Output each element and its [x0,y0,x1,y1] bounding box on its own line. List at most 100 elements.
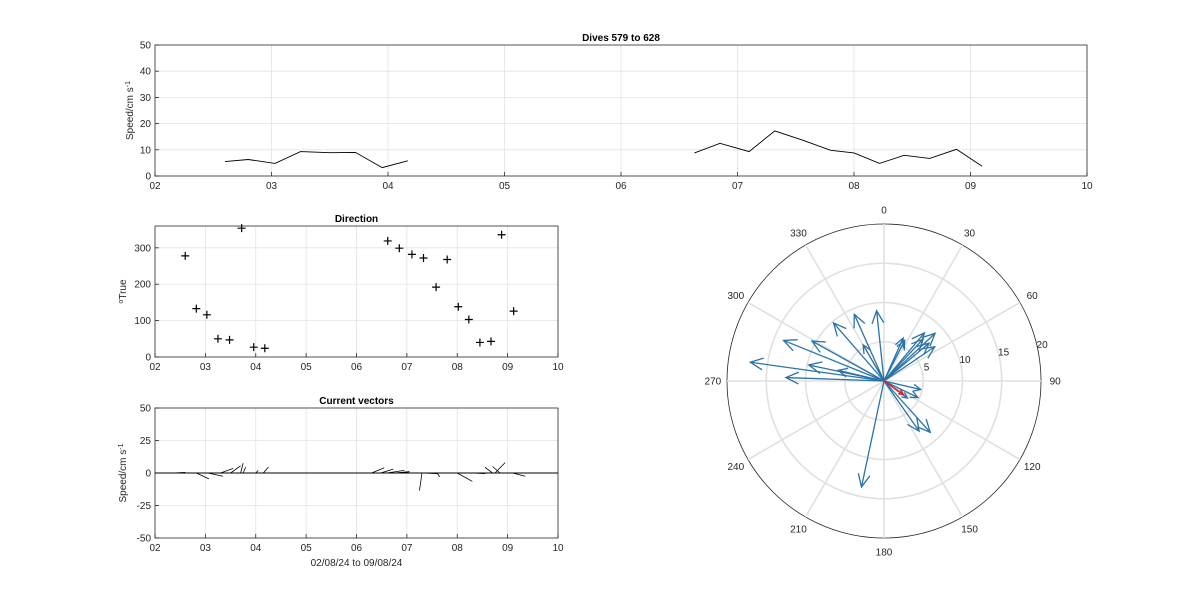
current-vectors-chart: 02 03 04 05 06 07 08 09 10 -50 -25 0 25 50 Current vec… [118,396,564,569]
theta-tick-label: 300 [727,291,744,302]
polar-spoke [747,380,885,461]
y-axis-label-main: True [118,279,129,300]
theta-tick-label: 210 [790,525,807,536]
x-tick-label: 06 [351,362,363,373]
theta-tick-label: 240 [727,462,744,473]
current-vector [255,470,259,474]
y-axis-label-superscript: -1 [125,81,132,87]
polar-arrow-head [921,332,937,347]
polar-arrow [883,380,921,391]
x-tick-label: 08 [452,543,464,554]
polar-arrow-head [782,339,798,352]
polar-arrow [883,340,906,382]
polar-arrow-head [894,336,904,349]
x-tick-label: 04 [250,362,262,373]
direction-point [395,244,404,253]
y-tick-label: 25 [140,436,152,447]
chart-title: Direction [335,214,378,225]
theta-tick-label: 180 [876,548,893,559]
polar-arrow-head [862,343,872,355]
polar-arrow [883,380,920,432]
y-tick-label: 20 [140,119,152,130]
y-tick-label: 40 [140,67,152,78]
polar-arrow-head [836,367,849,378]
theta-tick-label: 120 [1024,462,1041,473]
polar-compass-chart: 0 30 60 90 120 150 180 210 240 270 300 330 5 10 15 20 [705,205,1062,558]
speed-chart: 02 03 04 05 06 07 08 09 10 0 10 20 30 40 50 Dives 579 t… [125,33,1093,192]
x-tick-label: 09 [965,181,977,192]
current-vector [380,468,394,474]
current-vector [399,471,410,474]
polar-arrow-head [857,473,871,489]
x-tick-label: 10 [1081,181,1093,192]
theta-tick-label: 60 [1027,291,1039,302]
polar-arrow [833,322,885,382]
y-tick-label: 0 [145,469,151,480]
theta-tick-label: 330 [790,228,807,239]
current-vector [263,466,269,474]
x-tick-label: 10 [552,362,564,373]
polar-arrow [860,380,885,488]
y-tick-label: 50 [140,404,152,415]
y-axis-label-main: Speed/cm s [125,87,136,140]
polar-arrow-head [807,361,823,374]
polar-arrow-head [916,342,931,356]
y-axis-label-superscript: o [118,300,125,304]
speed-series-line-1 [224,151,408,169]
direction-point [509,307,518,316]
polar-arrow-head [901,392,909,399]
current-vector [220,468,234,474]
theta-tick-label: 0 [881,205,887,216]
current-vector [371,467,385,474]
y-tick-label: 0 [145,172,151,183]
current-vector [436,472,440,478]
mean-vector-arrow [883,380,904,396]
polar-arrow-head [832,321,847,337]
y-tick-label: 0 [145,353,151,364]
chart-title: Current vectors [319,396,394,407]
direction-point [192,304,201,313]
direction-point [487,337,496,346]
speed-series-line-2 [694,130,983,167]
x-tick-label: 10 [552,543,564,554]
direction-point [419,254,428,263]
polar-arrow-head [871,309,885,325]
y-axis-label-superscript: -1 [118,443,125,449]
x-tick-label: 06 [351,543,363,554]
x-tick-label: 08 [452,362,464,373]
polar-arrow-head [784,371,800,385]
x-tick-label: 07 [401,362,413,373]
direction-point [454,302,463,311]
direction-point [497,230,506,239]
polar-arrow-head [810,340,826,353]
current-vector [386,470,405,474]
y-tick-label: 300 [134,243,151,254]
x-tick-label: 03 [200,543,212,554]
polar-arrow-head [909,390,920,399]
direction-point [464,315,473,324]
polar-spoke [883,244,964,382]
y-tick-label: 100 [134,316,151,327]
y-tick-label: 10 [140,145,152,156]
theta-tick-label: 270 [705,377,722,388]
theta-tick-label: 30 [964,228,976,239]
x-tick-label: 09 [502,543,514,554]
x-tick-label: 02 [149,181,161,192]
y-tick-label: 50 [140,41,152,52]
direction-point [213,334,222,343]
x-tick-label: 08 [848,181,860,192]
x-tick-label: 07 [732,181,744,192]
polar-arrow [783,339,885,382]
y-axis-label-main: Speed/cm s [118,450,129,503]
current-vector [492,466,501,474]
y-tick-label: -50 [137,534,152,545]
current-vector [240,463,244,474]
direction-point [383,236,392,245]
polar-arrow-head [748,357,764,371]
current-vector [172,471,186,474]
direction-point [443,255,452,264]
current-vector [421,472,438,475]
polar-arrow-head [921,345,937,359]
current-vector [207,472,224,477]
